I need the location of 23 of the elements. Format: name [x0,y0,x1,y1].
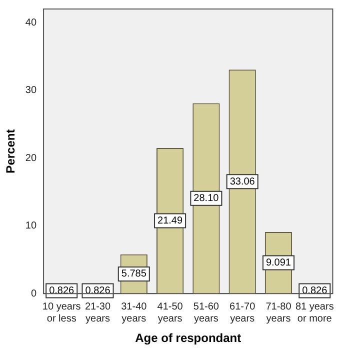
x-axis-title: Age of respondant [135,331,242,346]
data-label: 5.785 [121,268,147,280]
data-label: 21.49 [158,216,183,227]
y-tick-label: 0 [30,288,37,300]
data-label: 0.826 [302,286,328,297]
x-tick-label: 61-70 years [230,301,256,324]
data-label: 0.826 [85,286,111,297]
data-label: 33.06 [230,176,256,188]
x-tick-label: 81 years or more [295,301,334,324]
data-label: 9.091 [266,258,292,269]
y-tick-label: 20 [25,152,37,164]
y-tick-label: 30 [25,85,37,96]
x-tick-label: 71-80 years [266,301,292,324]
x-tick-label: 51-60 years [193,301,220,324]
x-tick-label: 21-30 years [84,301,111,324]
data-label: 0.826 [49,286,75,297]
x-tick-label: 31-40 years [121,301,148,324]
x-tick-label: 41-50 years [157,301,184,324]
y-tick-label: 10 [25,220,37,232]
y-axis-title: Percent [4,129,18,174]
data-label: 28.10 [194,193,220,204]
x-tick-label: 10 years or less [42,301,81,324]
y-tick-label: 40 [25,17,37,28]
